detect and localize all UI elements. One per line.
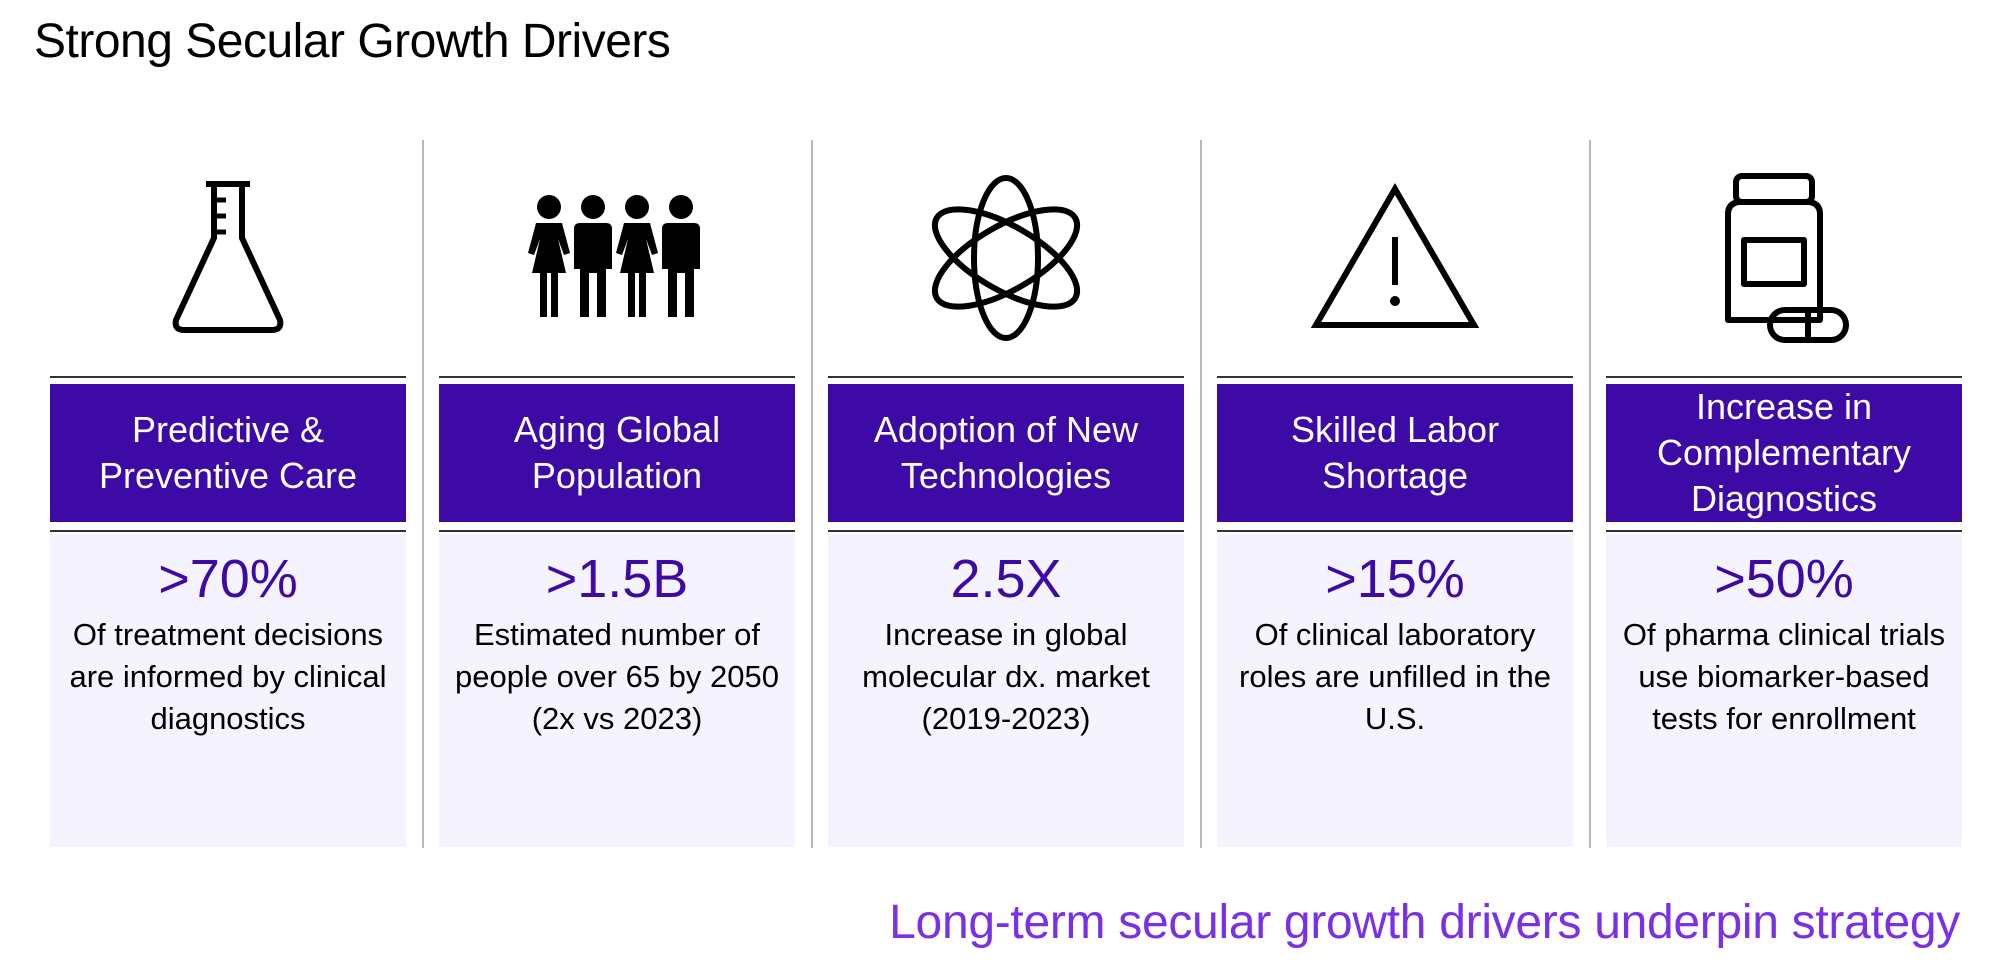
driver-stat: >70% xyxy=(158,549,298,609)
driver-stat: >50% xyxy=(1714,549,1854,609)
driver-heading: Predictive & Preventive Care xyxy=(50,384,406,522)
driver-heading: Increase in Complementary Diagnostics xyxy=(1606,384,1962,522)
tagline: Long-term secular growth drivers underpi… xyxy=(889,896,1960,949)
driver-description: Of pharma clinical trials use biomarker-… xyxy=(1622,617,1946,736)
driver-description: Increase in global molecular dx. market … xyxy=(862,617,1150,736)
warning-icon xyxy=(1310,182,1480,328)
column-divider xyxy=(811,140,813,848)
driver-description: Of clinical laboratory roles are unfille… xyxy=(1239,617,1551,736)
driver-stat: >15% xyxy=(1325,549,1465,609)
driver-description: Of treatment decisions are informed by c… xyxy=(69,617,387,736)
column-divider xyxy=(1589,140,1591,848)
page-title: Strong Secular Growth Drivers xyxy=(34,15,671,68)
column-divider xyxy=(422,140,424,848)
people-icon xyxy=(528,194,700,317)
driver-stat: 2.5X xyxy=(950,549,1062,609)
driver-stat: >1.5B xyxy=(545,549,689,609)
driver-heading: Skilled Labor Shortage xyxy=(1217,384,1573,522)
flask-icon xyxy=(172,180,284,333)
medicine-bottle-icon xyxy=(1725,172,1849,343)
driver-heading: Aging Global Population xyxy=(439,384,795,522)
column-divider xyxy=(1200,140,1202,848)
driver-description: Estimated number of people over 65 by 20… xyxy=(454,617,780,736)
atom-icon xyxy=(931,174,1081,341)
driver-heading: Adoption of New Technologies xyxy=(828,384,1184,522)
